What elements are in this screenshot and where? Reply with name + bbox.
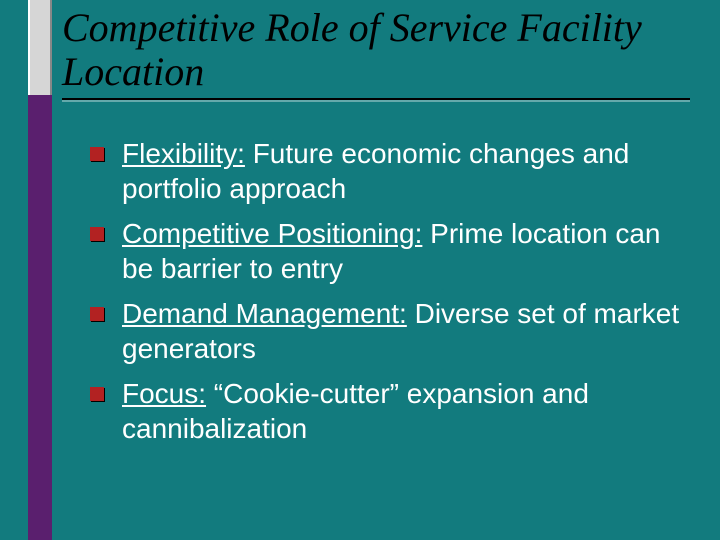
bullet-icon — [90, 227, 104, 241]
bullet-icon — [90, 307, 104, 321]
term: Competitive Positioning: — [122, 218, 422, 249]
list-item-text: Focus: “Cookie-cutter” expansion and can… — [122, 376, 680, 446]
term: Flexibility: — [122, 138, 245, 169]
term: Focus: — [122, 378, 206, 409]
term: Demand Management: — [122, 298, 407, 329]
list-item: Competitive Positioning: Prime location … — [90, 216, 680, 286]
bullet-list: Flexibility: Future economic changes and… — [90, 136, 680, 456]
slide: Competitive Role of Service Facility Loc… — [0, 0, 720, 540]
slide-title: Competitive Role of Service Facility Loc… — [62, 6, 702, 94]
list-item-text: Flexibility: Future economic changes and… — [122, 136, 680, 206]
list-item-text: Demand Management: Diverse set of market… — [122, 296, 680, 366]
bullet-icon — [90, 387, 104, 401]
list-item: Focus: “Cookie-cutter” expansion and can… — [90, 376, 680, 446]
bullet-icon — [90, 147, 104, 161]
list-item-text: Competitive Positioning: Prime location … — [122, 216, 680, 286]
list-item: Flexibility: Future economic changes and… — [90, 136, 680, 206]
list-item: Demand Management: Diverse set of market… — [90, 296, 680, 366]
title-underline — [62, 98, 690, 100]
accent-bar — [28, 0, 52, 540]
